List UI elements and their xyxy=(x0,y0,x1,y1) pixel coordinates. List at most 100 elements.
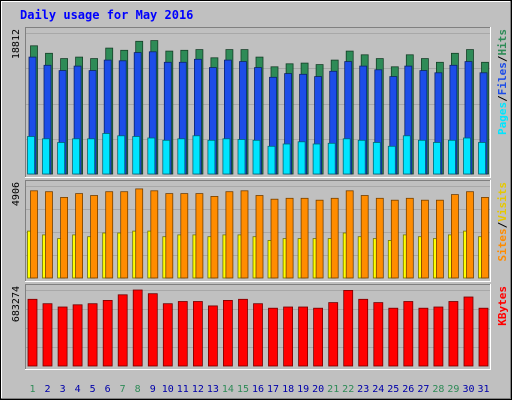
bar-kbytes-day-30 xyxy=(463,296,474,367)
bar-pages-day-21 xyxy=(327,142,336,175)
bar-sites-day-7 xyxy=(120,191,129,279)
bar-pages-day-4 xyxy=(72,138,80,175)
bar-pages-day-5 xyxy=(87,138,95,175)
day-label-18: 18 xyxy=(282,384,294,395)
bar-sites-day-3 xyxy=(60,196,68,279)
bar-pages-day-1 xyxy=(27,136,35,175)
bar-sites-day-12 xyxy=(195,193,204,279)
bar-kbytes-day-7 xyxy=(117,294,128,367)
bar-sites-day-22 xyxy=(345,190,354,279)
day-label-7: 7 xyxy=(120,384,126,395)
day-label-10: 10 xyxy=(162,384,174,395)
bar-sites-day-30 xyxy=(466,191,474,279)
bar-sites-day-27 xyxy=(420,199,429,279)
day-label-3: 3 xyxy=(60,384,66,395)
day-axis-labels: 1 2 3 4 5 6 7 8 9 10 11 12 13 14 15 16 17 18 19 20 21 22 23 24 2… xyxy=(29,384,489,395)
bar-sites-day-20 xyxy=(315,199,324,279)
panel-middle-legend: Sites/Visits xyxy=(496,182,509,262)
bar-sites-day-26 xyxy=(405,197,414,279)
bar-sites-day-11 xyxy=(180,193,189,279)
panel-top-max-label: 18812 xyxy=(11,29,22,59)
day-label-1: 1 xyxy=(29,384,35,395)
legend-kbytes: KBytes xyxy=(496,286,509,326)
bar-kbytes-day-28 xyxy=(433,306,444,367)
day-label-9: 9 xyxy=(150,384,156,395)
bar-sites-day-19 xyxy=(300,197,309,279)
day-label-15: 15 xyxy=(237,384,249,395)
bar-pages-day-2 xyxy=(42,138,50,175)
bar-pages-day-16 xyxy=(252,139,261,175)
bar-pages-day-25 xyxy=(387,145,396,175)
panel-bottom-legend: KBytes xyxy=(496,286,509,326)
series-sites xyxy=(30,188,489,279)
bar-pages-day-13 xyxy=(207,139,216,175)
legend-files: Files xyxy=(496,62,509,95)
bar-pages-day-30 xyxy=(463,137,471,175)
bar-sites-day-14 xyxy=(225,191,234,279)
bar-kbytes-day-20 xyxy=(313,307,324,367)
bar-pages-day-3 xyxy=(57,142,65,175)
bar-kbytes-day-2 xyxy=(42,303,53,367)
panel-bottom-legend-text: KBytes xyxy=(496,286,509,326)
bar-sites-day-2 xyxy=(45,191,53,279)
series-kbytes xyxy=(27,289,489,367)
bar-kbytes-day-9 xyxy=(147,293,158,367)
legend-hits: Hits xyxy=(496,29,509,56)
bar-pages-day-14 xyxy=(222,138,231,175)
bar-kbytes-day-25 xyxy=(388,307,399,367)
bar-sites-day-6 xyxy=(105,191,114,279)
panel-middle: 4906 Sites/Visits xyxy=(11,180,509,282)
bar-kbytes-day-14 xyxy=(222,299,233,367)
bar-kbytes-day-27 xyxy=(418,307,429,367)
bar-pages-day-10 xyxy=(162,139,171,175)
bar-sites-day-16 xyxy=(255,195,264,279)
bar-pages-day-12 xyxy=(192,135,201,175)
panel-top-legend: Pages/Files/Hits xyxy=(496,29,509,135)
chart-panels: 18812Pages/Files/Hits4906Sites/Visits683… xyxy=(11,27,509,370)
day-label-31: 31 xyxy=(477,384,489,395)
bar-kbytes-day-11 xyxy=(177,301,188,367)
day-label-26: 26 xyxy=(402,384,414,395)
day-label-22: 22 xyxy=(342,384,354,395)
bar-pages-day-27 xyxy=(417,139,426,175)
day-label-21: 21 xyxy=(327,384,339,395)
bar-kbytes-day-23 xyxy=(358,298,369,367)
bar-sites-day-25 xyxy=(390,199,399,279)
day-label-11: 11 xyxy=(177,384,189,395)
bar-pages-day-19 xyxy=(297,141,306,175)
bar-kbytes-day-31 xyxy=(478,307,489,367)
bar-pages-day-31 xyxy=(478,142,486,175)
bar-sites-day-24 xyxy=(375,197,384,279)
day-label-16: 16 xyxy=(252,384,264,395)
day-label-19: 19 xyxy=(297,384,309,395)
day-label-25: 25 xyxy=(387,384,399,395)
bar-pages-day-9 xyxy=(147,137,156,175)
bar-pages-day-24 xyxy=(372,142,381,175)
bar-sites-day-9 xyxy=(150,190,159,279)
bar-sites-day-15 xyxy=(240,190,249,279)
day-label-17: 17 xyxy=(267,384,279,395)
bar-pages-day-7 xyxy=(117,135,126,175)
day-label-23: 23 xyxy=(357,384,369,395)
chart-title: Daily usage for May 2016 xyxy=(20,8,193,22)
bar-sites-day-28 xyxy=(435,199,444,279)
bar-pages-day-29 xyxy=(447,139,456,175)
day-label-20: 20 xyxy=(312,384,324,395)
bar-pages-day-20 xyxy=(312,143,321,175)
day-label-5: 5 xyxy=(90,384,96,395)
day-label-30: 30 xyxy=(462,384,474,395)
bar-pages-day-23 xyxy=(357,139,366,175)
bar-kbytes-day-26 xyxy=(403,301,414,367)
bar-kbytes-day-19 xyxy=(298,306,309,367)
bar-sites-day-4 xyxy=(75,193,83,279)
bar-pages-day-6 xyxy=(102,133,111,175)
day-label-14: 14 xyxy=(222,384,234,395)
bar-kbytes-day-4 xyxy=(72,304,83,367)
bar-kbytes-day-17 xyxy=(268,307,278,367)
day-label-4: 4 xyxy=(75,384,81,395)
panel-middle-legend-text: Sites/Visits xyxy=(496,182,509,262)
bar-sites-day-17 xyxy=(270,198,279,279)
bar-sites-day-18 xyxy=(285,197,294,279)
bar-sites-day-21 xyxy=(330,197,339,279)
day-label-13: 13 xyxy=(207,384,219,395)
